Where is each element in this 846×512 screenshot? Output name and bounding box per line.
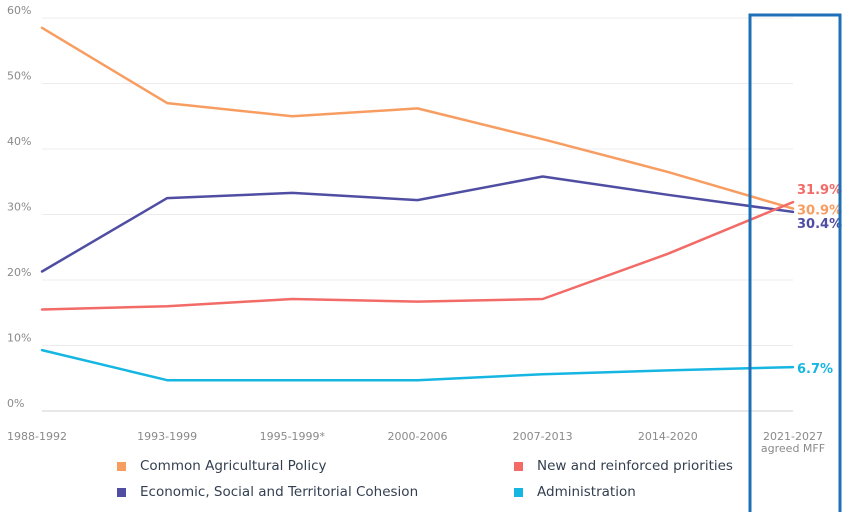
series-line-economic-social-and-territorial-cohesion <box>40 175 795 273</box>
end-label-new-and-reinforced-priorities: 31.9% <box>797 183 842 198</box>
x-tick-label: 2000-2006 <box>388 430 448 443</box>
highlight-box <box>748 13 842 512</box>
end-label-economic-social-and-territorial-cohesion: 30.4% <box>797 217 842 232</box>
x-tick-label: 2021-2027 <box>763 430 823 443</box>
y-tick-label: 60% <box>7 4 31 17</box>
end-label-common-agricultural-policy: 30.9% <box>797 204 842 219</box>
y-tick-label: 30% <box>7 201 31 214</box>
x-tick-label: 1988-1992 <box>7 430 67 443</box>
x-tick-sublabel: agreed MFF <box>761 442 825 455</box>
x-tick-label: 2007-2013 <box>513 430 573 443</box>
y-tick-label: 10% <box>7 332 31 345</box>
y-tick-label: 40% <box>7 135 31 148</box>
x-tick-label: 1995-1999* <box>260 430 326 443</box>
y-tick-label: 20% <box>7 266 31 279</box>
x-tick-label: 2014-2020 <box>638 430 698 443</box>
series-line-common-agricultural-policy <box>40 26 795 210</box>
x-tick-label: 1993-1999 <box>137 430 197 443</box>
y-tick-label: 0% <box>7 397 24 410</box>
series-line-administration <box>40 348 795 382</box>
series-line-new-and-reinforced-priorities <box>40 200 795 311</box>
y-tick-label: 50% <box>7 70 31 83</box>
end-label-administration: 6.7% <box>797 362 833 377</box>
